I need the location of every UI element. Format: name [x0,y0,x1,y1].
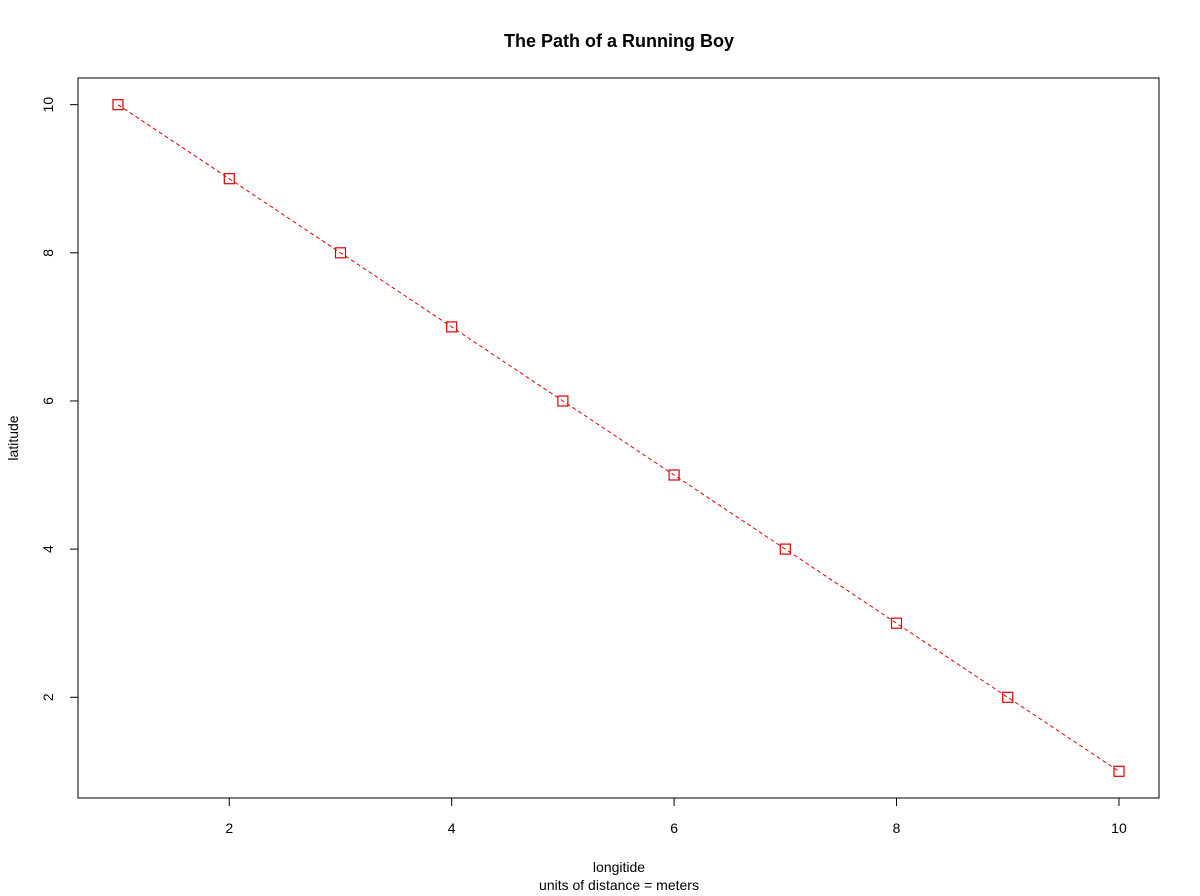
data-point [112,99,124,111]
x-tick-label: 6 [670,820,678,836]
y-axis-label: latitude [5,415,21,460]
x-tick-label: 4 [448,820,456,836]
data-point [446,321,458,333]
y-tick-label: 4 [40,545,56,553]
x-tick-label: 2 [225,820,233,836]
data-point [890,617,903,629]
data-point [779,543,791,555]
x-tick-label: 8 [893,820,901,836]
y-axis: 2 4 6 8 10 [40,97,79,701]
data-point [1113,765,1125,777]
data-point [223,173,235,185]
x-axis-subtitle: units of distance = meters [539,877,699,893]
y-tick-label: 6 [40,397,56,405]
x-tick-label: 10 [1111,820,1127,836]
data-point [334,247,347,259]
chart-title: The Path of a Running Boy [504,31,734,51]
data-markers [112,99,1125,777]
data-point [557,395,569,407]
series-line [117,104,1120,772]
y-tick-label: 8 [40,249,56,257]
x-axis: 2 4 6 8 10 [225,797,1127,836]
x-axis-label: longitide [593,859,645,875]
data-point [1002,691,1014,703]
plot-frame [77,77,1160,799]
y-tick-label: 2 [40,693,56,701]
data-point [668,469,680,481]
y-tick-label: 10 [40,97,56,113]
